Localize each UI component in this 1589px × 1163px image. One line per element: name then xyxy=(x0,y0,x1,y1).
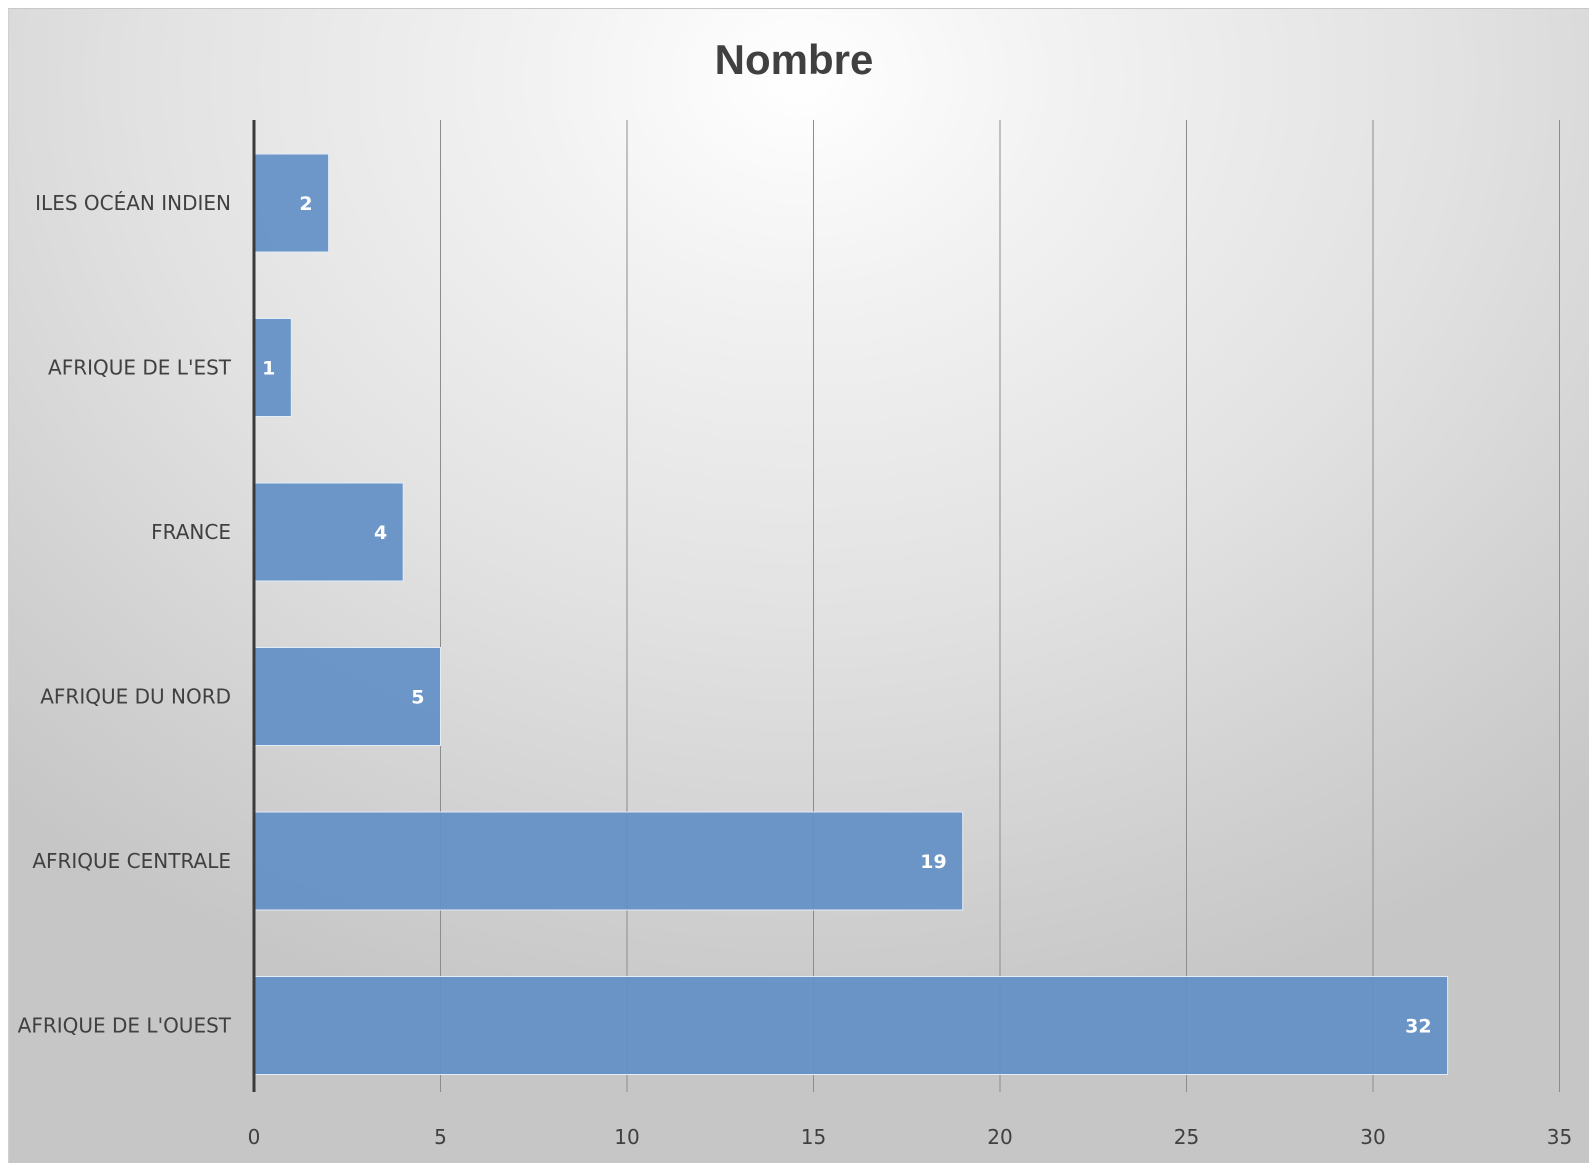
category-axis: ILES OCÉAN INDIEN AFRIQUE DE L'EST FRANCE A… xyxy=(18,191,232,1038)
category-label: AFRIQUE DE L'OUEST xyxy=(18,1014,232,1038)
gridlines xyxy=(440,120,1560,1092)
bar xyxy=(253,153,330,253)
data-label: 2 xyxy=(299,193,312,215)
x-tick-label: 30 xyxy=(1360,1125,1385,1149)
x-tick-label: 20 xyxy=(987,1125,1012,1149)
category-label: AFRIQUE CENTRALE xyxy=(32,849,231,873)
category-label: FRANCE xyxy=(151,520,231,544)
data-label: 5 xyxy=(411,687,424,709)
bar xyxy=(253,976,1449,1075)
bars: 2 1 4 5 19 32 xyxy=(253,153,1449,1075)
bar xyxy=(253,811,964,911)
x-tick-label: 5 xyxy=(434,1125,447,1149)
data-label: 32 xyxy=(1405,1016,1431,1038)
value-axis: 0 5 10 15 20 25 30 35 xyxy=(248,1125,1573,1149)
chart-title: Nombre xyxy=(715,36,874,83)
data-label: 1 xyxy=(262,358,275,380)
data-label: 4 xyxy=(374,522,387,544)
category-label: AFRIQUE DU NORD xyxy=(40,685,231,709)
x-tick-label: 0 xyxy=(248,1125,261,1149)
x-tick-label: 10 xyxy=(614,1125,639,1149)
data-label: 19 xyxy=(920,851,946,873)
x-tick-label: 15 xyxy=(801,1125,826,1149)
bar xyxy=(253,482,404,582)
category-label: AFRIQUE DE L'EST xyxy=(48,356,232,380)
bar xyxy=(253,647,441,746)
x-tick-label: 25 xyxy=(1174,1125,1199,1149)
x-tick-label: 35 xyxy=(1547,1125,1572,1149)
category-label: ILES OCÉAN INDIEN xyxy=(35,191,231,215)
